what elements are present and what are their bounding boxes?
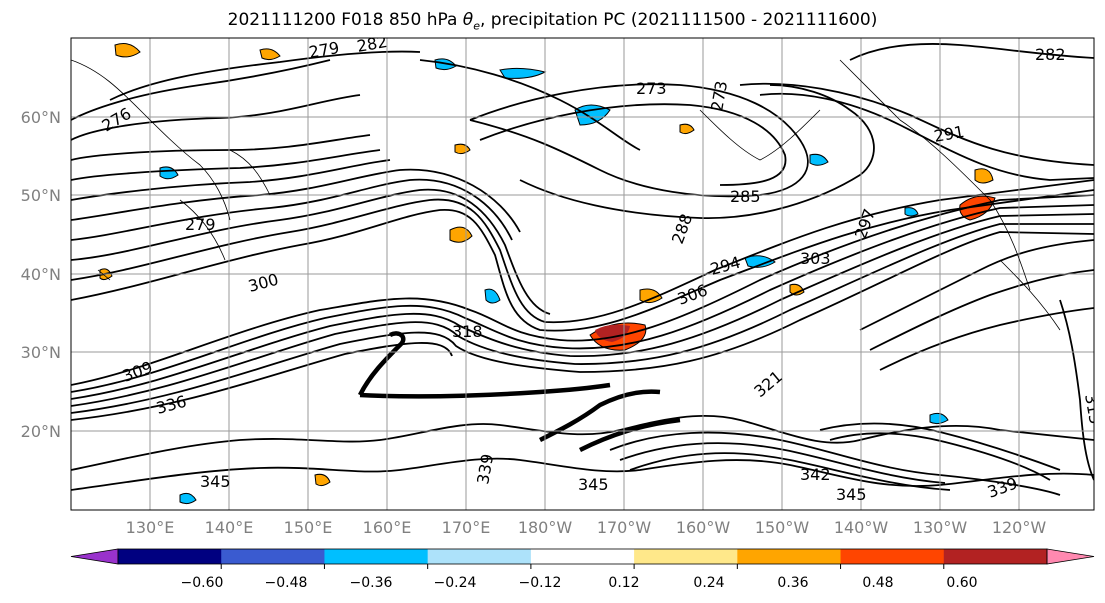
contour-label: 279 — [307, 38, 340, 62]
latitude-labels: 60°N 50°N 40°N 30°N 20°N — [21, 108, 61, 441]
contour-label: 279 — [185, 215, 216, 234]
lon-label: 140°W — [834, 518, 889, 537]
map-title: 2021111200 F018 850 hPa θe, precipitatio… — [227, 10, 878, 33]
lon-label: 130°E — [126, 518, 175, 537]
lon-label: 150°W — [755, 518, 810, 537]
contour-label: 318 — [452, 322, 483, 341]
front-lines — [357, 331, 681, 453]
lat-label: 40°N — [21, 265, 61, 284]
colorbar-tick-label: −0.24 — [434, 575, 477, 591]
contour-label: 342 — [800, 465, 831, 484]
lat-label: 30°N — [21, 343, 61, 362]
lon-label: 160°E — [363, 518, 412, 537]
colorbar-ticks — [220, 564, 945, 569]
contour-label: 273 — [636, 79, 667, 98]
colorbar-cell — [737, 549, 842, 564]
contour-label: 282 — [1035, 45, 1066, 64]
coastlines — [71, 59, 1061, 331]
map-frame — [70, 37, 1095, 511]
colorbar-cell — [530, 549, 635, 564]
longitude-labels: 130°E 140°E 150°E 160°E 170°E 180°W 170°… — [126, 518, 1047, 537]
colorbar-tick-label: −0.60 — [181, 575, 224, 591]
contour-label: 303 — [800, 249, 831, 268]
colorbar-extend-min — [70, 548, 119, 565]
colorbar-extend-max — [1046, 548, 1095, 565]
colorbar-tick-label: 0.12 — [608, 575, 639, 591]
lat-label: 60°N — [21, 108, 61, 127]
lon-label: 140°E — [205, 518, 254, 537]
lat-label: 50°N — [21, 186, 61, 205]
colorbar-cell — [943, 549, 1048, 564]
colorbar-tick-label: −0.12 — [519, 575, 562, 591]
lon-label: 120°W — [992, 518, 1047, 537]
colorbar-tick-label: 0.48 — [862, 575, 893, 591]
colorbar-cell — [324, 549, 429, 564]
contour-label: 345 — [200, 472, 231, 491]
colorbar-cell — [118, 549, 222, 564]
lon-label: 170°W — [597, 518, 652, 537]
graticule — [71, 38, 1094, 510]
theta-e-contours — [71, 43, 1094, 496]
colorbar-tick-labels: −0.60 −0.48 −0.36 −0.24 −0.12 0.12 0.24 … — [181, 575, 978, 591]
contour-labels: 279 282 276 273 273 282 291 285 288 279 … — [99, 32, 1095, 504]
colorbar-cell — [221, 549, 325, 564]
lon-label: 160°W — [676, 518, 731, 537]
lon-label: 180°W — [518, 518, 573, 537]
contour-label: 345 — [578, 475, 609, 494]
lon-label: 130°W — [913, 518, 968, 537]
colorbar-tick-label: −0.48 — [265, 575, 308, 591]
colorbar-frame — [117, 548, 1048, 565]
lon-label: 170°E — [442, 518, 491, 537]
contour-label: 345 — [836, 485, 867, 504]
contour-label: 282 — [355, 32, 388, 56]
colorbar-tick-label: −0.36 — [350, 575, 393, 591]
colorbar-cell — [427, 549, 532, 564]
colorbar-tick-label: 0.36 — [777, 575, 808, 591]
contour-label: 285 — [730, 187, 761, 206]
colorbar-tick-label: 0.60 — [946, 575, 977, 591]
lat-label: 20°N — [21, 422, 61, 441]
colorbar-cell — [840, 549, 945, 564]
map-content: 279 282 276 273 273 282 291 285 288 279 … — [71, 32, 1095, 510]
colorbar-tick-label: 0.24 — [693, 575, 724, 591]
colorbar-cells — [70, 548, 1095, 565]
lon-label: 150°E — [284, 518, 333, 537]
colorbar-cell — [634, 549, 738, 564]
